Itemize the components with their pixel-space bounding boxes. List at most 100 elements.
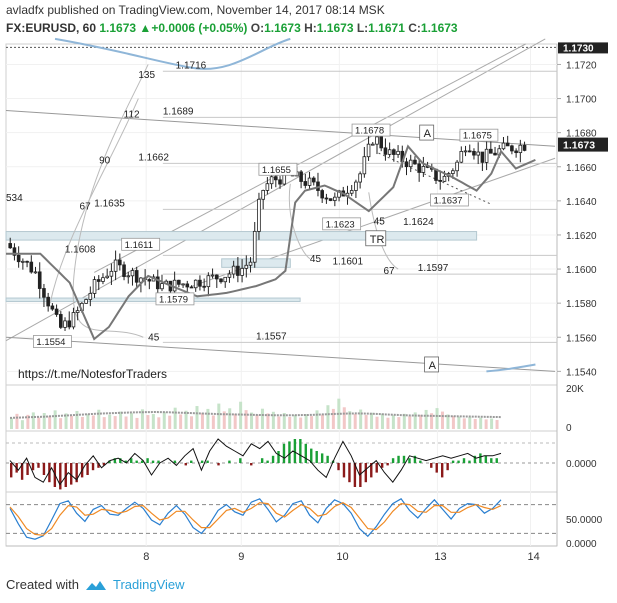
candle-body	[210, 274, 215, 277]
author-name[interactable]: avladfx	[6, 3, 45, 17]
candle-body	[493, 152, 497, 156]
tradingview-link[interactable]: TradingView	[112, 577, 185, 592]
telegram-link-annotation: https://t.me/NotesforTraders	[18, 367, 167, 381]
candle-body	[349, 190, 354, 194]
time-tick-label: 9	[238, 551, 244, 563]
candle-body	[354, 181, 358, 191]
oscillator-bar	[26, 463, 29, 475]
oscillator-bar	[310, 448, 313, 463]
candle-body	[67, 320, 72, 328]
oscillator-bar	[130, 458, 133, 463]
volume-bar	[222, 411, 226, 429]
oscillator-bar	[348, 463, 351, 483]
volume-bar	[462, 418, 466, 429]
oscillator-bar	[173, 460, 177, 463]
volume-bar	[228, 408, 232, 429]
candle-body	[248, 261, 253, 266]
volume-bar	[211, 415, 215, 429]
candle-body	[303, 181, 308, 186]
fib-arc	[288, 183, 311, 260]
oscillator-bar	[495, 458, 498, 463]
time-tick-label: 13	[434, 551, 446, 563]
up-triangle-icon: ▲	[139, 21, 152, 35]
oscillator-bar	[260, 458, 264, 463]
candle-body	[501, 142, 506, 150]
volume-bar	[473, 418, 477, 429]
wave-marker: A	[424, 128, 432, 140]
price-pane[interactable]	[5, 43, 558, 386]
volume-bar	[113, 416, 117, 429]
oscillator-bar	[380, 463, 384, 468]
volume-bar	[168, 415, 172, 429]
level-label: 1.1689	[163, 106, 194, 117]
oscillator-series	[6, 438, 557, 490]
candle-body	[177, 279, 181, 285]
candle-body	[155, 276, 160, 290]
candle-body	[84, 299, 88, 304]
time-tick-label: 10	[336, 551, 348, 563]
candle-body	[42, 288, 46, 298]
volume-bar	[348, 411, 352, 429]
candle-body	[463, 150, 468, 153]
candle-body	[101, 277, 105, 282]
volume-bar	[271, 411, 275, 429]
oscillator-bar	[315, 451, 318, 463]
price-tick-label: 1.1680	[566, 129, 597, 140]
chart-canvas[interactable]: 1.1716 1.1689 1.1662 1.1635 1.1608 1.1557 1.16…	[0, 0, 617, 575]
candle-body	[122, 264, 126, 277]
candle-body	[252, 230, 257, 263]
candle-body	[46, 296, 50, 307]
top-price-tag	[558, 42, 608, 54]
close-label: C:	[408, 21, 421, 35]
candle-body	[328, 198, 333, 201]
symbol-name: FX:EURUSD, 60	[6, 21, 97, 35]
oscillator-bar	[59, 463, 62, 490]
volume-bar	[20, 420, 24, 429]
price-change: +0.0006 (+0.05%)	[151, 21, 248, 35]
fib-label: 135	[138, 70, 155, 81]
candle-body	[88, 293, 93, 300]
price-tick-label: 1.1580	[566, 299, 597, 310]
zone-box	[5, 231, 478, 241]
high-value: 1.1673	[316, 21, 354, 35]
volume-bar	[419, 414, 423, 429]
high-label: H:	[304, 21, 317, 35]
fib-label: 67	[383, 266, 395, 277]
level-label: 1.1624	[403, 217, 434, 228]
volume-bar	[173, 407, 177, 429]
oscillator-bar	[402, 455, 406, 463]
oscillator-bar	[413, 455, 417, 463]
candle-body	[324, 197, 329, 200]
trend-line-lower	[5, 336, 556, 372]
candle-body	[392, 149, 396, 155]
boxed-label: 1.1637	[433, 195, 462, 206]
boxed-label: 1.1579	[159, 294, 188, 305]
volume-tick-label: 0	[566, 423, 572, 434]
stochastic-pane[interactable]	[5, 491, 558, 547]
candle-body	[63, 320, 67, 328]
oscillator-bar	[468, 460, 471, 463]
candle-body	[92, 279, 97, 294]
candle-body	[75, 310, 80, 313]
candle-body	[274, 176, 278, 181]
wave-marker: TR	[370, 234, 385, 246]
volume-bar	[97, 409, 101, 429]
volume-bar	[190, 416, 194, 429]
candle-body	[214, 274, 219, 280]
oscillator-bar	[108, 460, 111, 463]
volume-bar	[102, 417, 106, 429]
volume-bar	[359, 409, 363, 429]
price-tick-label: 1.1660	[566, 163, 597, 174]
candle-body	[244, 264, 249, 269]
candle-body	[472, 150, 476, 156]
volume-bar	[53, 410, 57, 429]
volume-bar	[151, 414, 155, 429]
footer: Created with TradingView	[6, 577, 185, 592]
oscillator-bar	[102, 463, 106, 466]
candle-body	[126, 275, 131, 278]
moving-average-line	[6, 144, 536, 341]
top-price-label: 1.1730	[563, 43, 594, 54]
oscillator-bar	[228, 460, 231, 463]
tradingview-logo-icon	[85, 580, 106, 590]
oscillator-bar	[386, 463, 389, 466]
